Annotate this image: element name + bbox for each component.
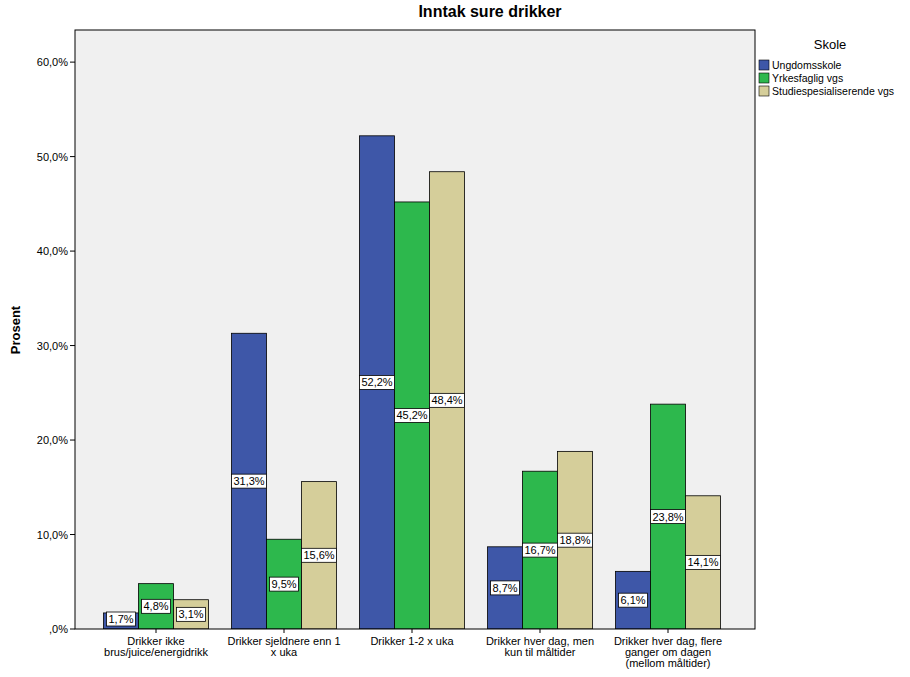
legend-label: Ungdomsskole [772, 59, 842, 71]
y-tick [70, 534, 75, 535]
data-label: 18,8% [559, 534, 590, 546]
data-label-box [557, 533, 592, 547]
data-label-box [359, 375, 394, 389]
x-tick [412, 629, 413, 633]
y-tick [70, 440, 75, 441]
y-tick-label: 40,0% [37, 245, 68, 257]
chart: Inntak sure drikker Prosent ,0% 10,0% 20,0% 3… [0, 0, 910, 677]
x-tick [668, 629, 669, 633]
data-label-box [429, 393, 464, 407]
legend-swatch [759, 86, 769, 96]
y-tick [70, 156, 75, 157]
y-tick [70, 345, 75, 346]
data-label: 15,6% [303, 549, 334, 561]
title: Inntak sure drikker [418, 3, 561, 20]
y-tick-label: 60,0% [37, 56, 68, 68]
bar [558, 451, 593, 629]
x-tick-label: Drikker hver dag, menkun til måltider [486, 635, 594, 658]
data-label-box [106, 612, 135, 626]
x-tick-label: Drikker hver dag, flereganger om dagen(m… [614, 635, 722, 669]
y-tick [70, 629, 75, 630]
bar [360, 136, 395, 629]
bar [232, 333, 267, 629]
plot-background [75, 30, 755, 629]
x-tick [156, 629, 157, 633]
plot-frame [75, 30, 755, 629]
x-tick-label: Drikker ikkebrus/juice/energidrikk [104, 635, 208, 658]
legend-swatch [759, 60, 769, 70]
data-label: 3,1% [178, 608, 203, 620]
data-label-box [176, 607, 205, 621]
bar [104, 613, 139, 629]
data-label: 4,8% [143, 600, 168, 612]
bar [395, 202, 430, 629]
data-label-box [618, 593, 647, 607]
legend-swatch [759, 73, 769, 83]
data-label: 52,2% [361, 376, 392, 388]
data-label: 6,1% [620, 594, 645, 606]
data-label-box [231, 474, 266, 488]
y-tick-label: ,0% [49, 623, 68, 635]
bar [302, 482, 337, 629]
bar [174, 600, 209, 629]
bar [686, 496, 721, 629]
data-label: 16,7% [524, 544, 555, 556]
data-label-box [490, 581, 519, 595]
bar [651, 404, 686, 629]
data-labels: 1,7% 31,3% 52,2% 8,7% 6,1% 4,8% 9,5% 45,2% 16,7%… [106, 375, 720, 626]
data-label: 45,2% [396, 409, 427, 421]
legend-title: Skole [814, 37, 847, 52]
y-tick [70, 251, 75, 252]
data-label: 1,7% [108, 613, 133, 625]
data-label-box [685, 555, 720, 569]
data-label-box [650, 510, 685, 524]
bar [488, 547, 523, 629]
x-tick-label: Drikker sjeldnere enn 1x uka [227, 635, 340, 658]
data-label-box [269, 577, 298, 591]
data-label-box [141, 599, 170, 613]
y-tick-label: 30,0% [37, 340, 68, 352]
y-axis-label: Prosent [8, 305, 23, 354]
data-label: 31,3% [233, 475, 264, 487]
data-label: 48,4% [431, 394, 462, 406]
y-tick-label: 10,0% [37, 529, 68, 541]
legend-label: Studiespesialiserende vgs [772, 85, 894, 97]
data-label: 14,1% [687, 556, 718, 568]
bar [523, 471, 558, 629]
bar [139, 584, 174, 629]
y-tick-label: 20,0% [37, 434, 68, 446]
data-label-box [522, 543, 557, 557]
y-tick-label: 50,0% [37, 151, 68, 163]
x-tick [284, 629, 285, 633]
legend-label: Yrkesfaglig vgs [772, 72, 843, 84]
bar [430, 172, 465, 629]
data-label-box [301, 548, 336, 562]
data-label-box [394, 408, 429, 422]
y-tick [70, 62, 75, 63]
bar [616, 571, 651, 629]
x-tick-label: Drikker 1-2 x uka [370, 635, 454, 647]
data-label: 23,8% [652, 511, 683, 523]
data-label: 9,5% [271, 578, 296, 590]
x-tick [540, 629, 541, 633]
bar [267, 539, 302, 629]
bars [104, 136, 721, 629]
data-label: 8,7% [492, 582, 517, 594]
